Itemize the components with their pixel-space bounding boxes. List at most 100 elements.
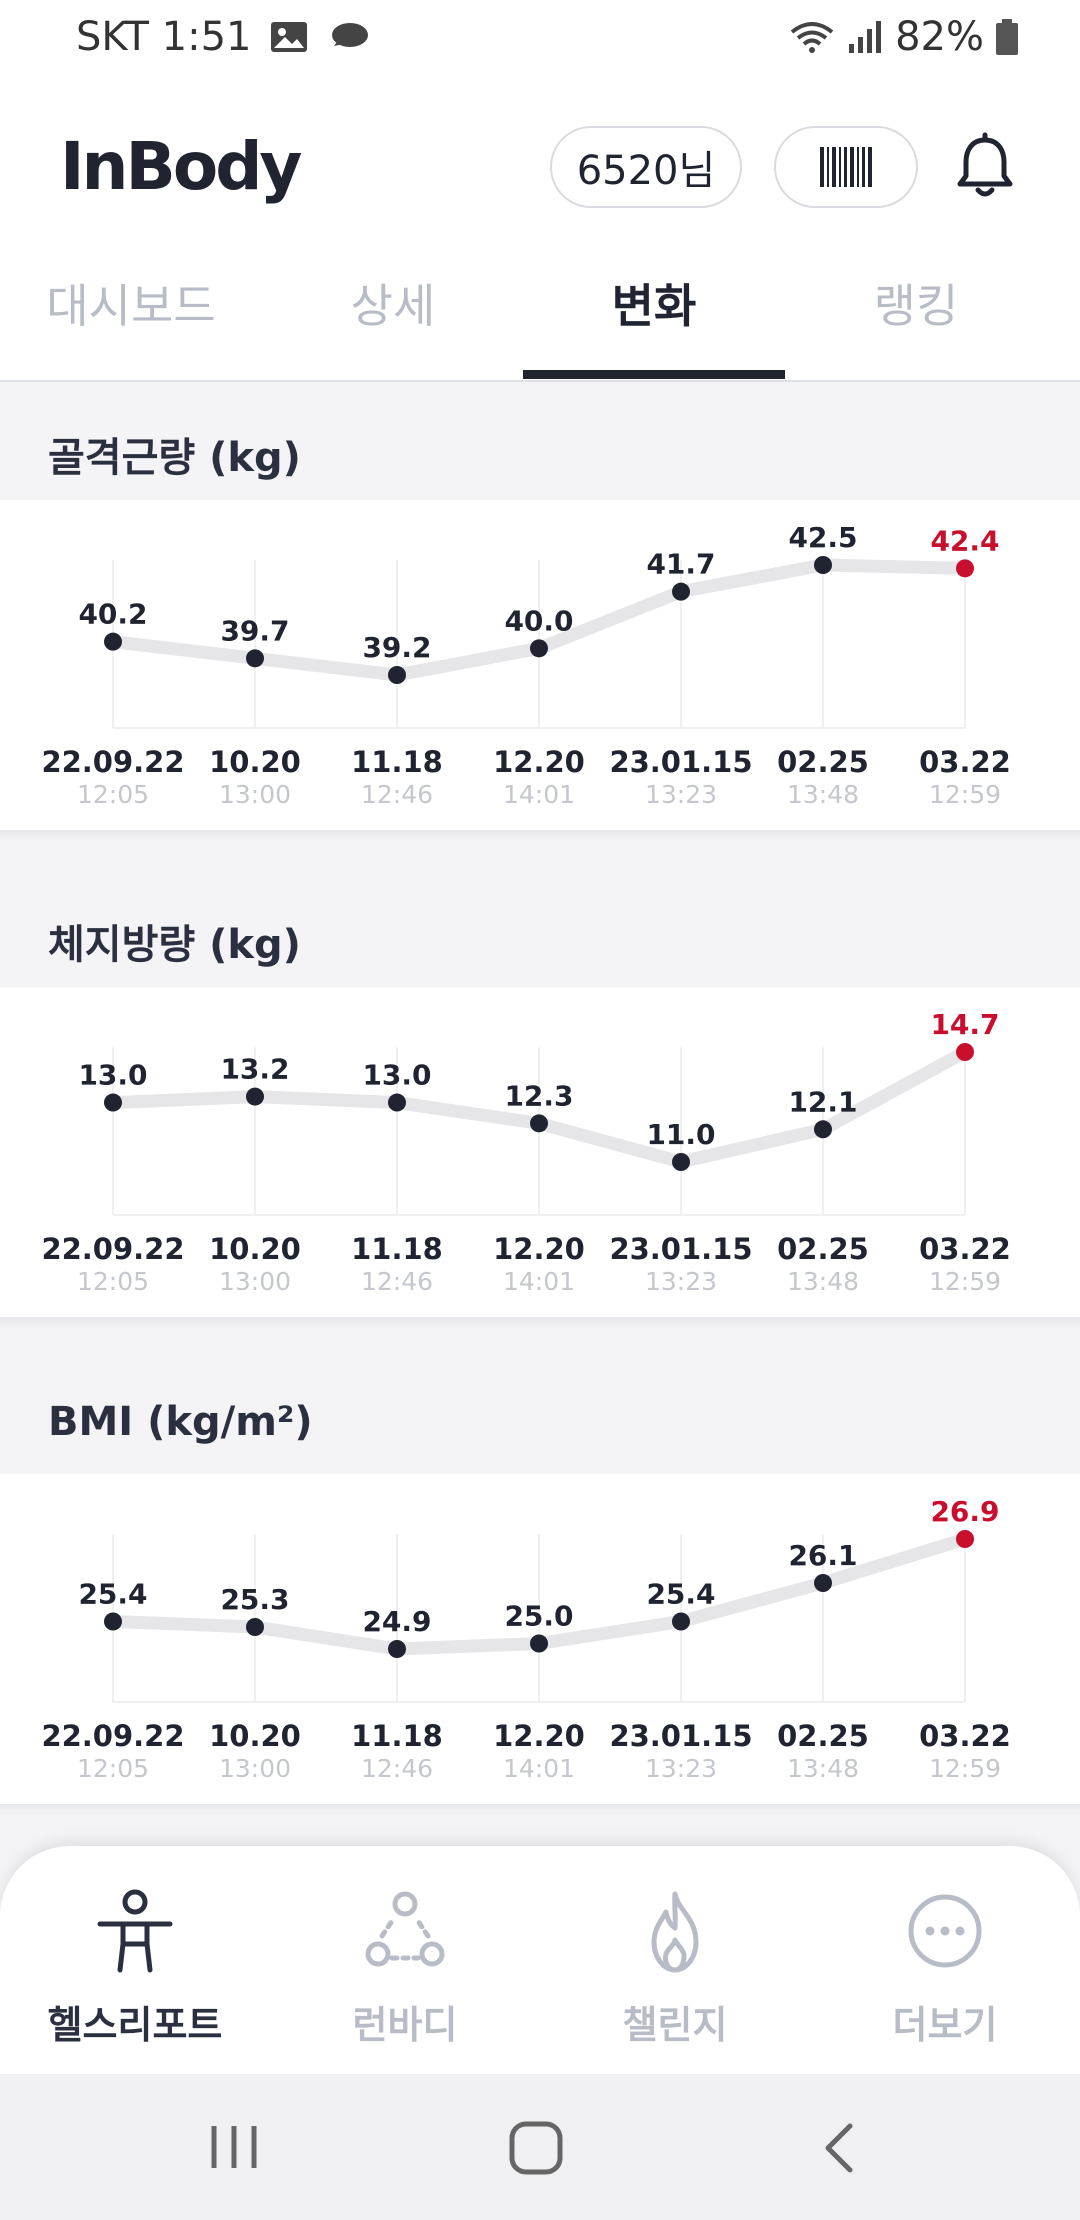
data-label: 13.0 [362, 1059, 431, 1092]
date-tick-label: 02.25 [777, 1719, 869, 1753]
data-point [530, 639, 548, 658]
data-label: 40.0 [504, 604, 573, 637]
wifi-icon [790, 22, 834, 53]
tab-dashboard[interactable]: 대시보드 [46, 279, 216, 333]
date-tick-label: 22.09.22 [41, 1232, 184, 1266]
nav-more[interactable]: 더보기 [810, 1886, 1080, 2049]
card-divider [0, 830, 1080, 842]
data-label: 42.5 [788, 521, 857, 554]
carrier-time: SKT 1:51 [76, 14, 252, 60]
more-icon [908, 1894, 982, 1968]
time-tick-label: 13:48 [787, 780, 859, 809]
time-tick-label: 13:23 [645, 780, 717, 809]
date-tick-label: 23.01.15 [609, 745, 752, 779]
data-point [530, 1114, 548, 1133]
date-tick-label: 12.20 [493, 1719, 585, 1753]
data-label: 26.9 [930, 1495, 999, 1528]
chart-card-fat: 13.0 13.2 13.0 12.3 11.0 12.1 14.7 22.09.22 12:0… [0, 987, 1080, 1317]
section-title-muscle: 골격근량 (kg) [48, 435, 301, 481]
time-tick-label: 14:01 [503, 1267, 575, 1296]
cloud-chat-icon [331, 23, 368, 47]
data-label: 39.7 [220, 614, 289, 647]
time-tick-label: 12:46 [361, 1754, 433, 1783]
date-tick-label: 10.20 [209, 1232, 301, 1266]
time-tick-label: 13:23 [645, 1754, 717, 1783]
date-tick-label: 12.20 [493, 745, 585, 779]
barcode-button[interactable] [774, 126, 918, 208]
nav-label: 챌린지 [622, 2003, 728, 2047]
tab-change[interactable]: 변화 [611, 279, 697, 333]
data-label: 25.0 [504, 1600, 573, 1633]
nav-label: 헬스리포트 [47, 2003, 223, 2047]
nav-label: 런바디 [352, 2003, 458, 2047]
data-point [814, 1120, 832, 1139]
bmi-chart: 25.4 25.3 24.9 25.0 25.4 26.1 26.9 22.09.2212:0… [41, 1495, 1010, 1783]
date-tick-label: 10.20 [209, 1719, 301, 1753]
data-label: 13.2 [220, 1053, 289, 1086]
latest-data-point [956, 559, 974, 578]
latest-data-point [956, 1530, 974, 1548]
status-left: SKT 1:51 [76, 14, 370, 60]
time-tick-label: 12:05 [77, 1754, 149, 1783]
data-label: 25.3 [220, 1583, 289, 1616]
battery-icon [996, 19, 1018, 55]
group-icon [365, 1891, 445, 1967]
data-point [672, 1612, 690, 1631]
data-point [104, 1612, 122, 1631]
date-tick-label: 12.20 [493, 1232, 585, 1266]
muscle-mass-chart: 40.2 39.7 39.2 40.0 41.7 42.5 42.4 22.09.2212:0… [41, 521, 1011, 809]
date-tick-label: 03.22 [919, 745, 1011, 779]
data-label: 11.0 [646, 1118, 715, 1151]
home-icon[interactable] [508, 2120, 564, 2176]
system-navigation-bar [0, 2074, 1080, 2220]
data-point [388, 666, 406, 684]
date-tick-label: 23.01.15 [609, 1719, 752, 1753]
time-tick-label: 12:05 [77, 780, 149, 809]
data-label: 42.4 [930, 524, 999, 557]
time-tick-label: 12:05 [77, 1267, 149, 1296]
time-tick-label: 12:46 [361, 780, 433, 809]
nav-label: 더보기 [892, 2003, 998, 2047]
data-point [246, 1087, 264, 1106]
data-point [246, 1618, 264, 1636]
body-fat-chart: 13.0 13.2 13.0 12.3 11.0 12.1 14.7 22.09.2212:0… [41, 1008, 1011, 1296]
data-label: 40.2 [78, 598, 147, 631]
status-bar: SKT 1:51 82% [0, 0, 1080, 80]
data-label: 41.7 [646, 548, 715, 581]
user-button[interactable]: 6520님 [550, 126, 742, 208]
data-label: 13.0 [78, 1059, 147, 1092]
back-icon[interactable] [818, 2120, 858, 2176]
date-tick-label: 03.22 [919, 1232, 1011, 1266]
data-label: 12.1 [788, 1085, 857, 1118]
barcode-icon [820, 147, 872, 187]
nav-runbody[interactable]: 런바디 [270, 1886, 540, 2049]
nav-health-report[interactable]: 헬스리포트 [0, 1886, 270, 2049]
time-tick-label: 13:00 [219, 1267, 291, 1296]
date-tick-label: 02.25 [777, 745, 869, 779]
inbody-logo: InBody [60, 128, 302, 205]
card-divider [0, 1317, 1080, 1329]
data-label: 26.1 [788, 1539, 857, 1572]
time-tick-label: 12:46 [361, 1267, 433, 1296]
date-tick-label: 02.25 [777, 1232, 869, 1266]
data-point [104, 632, 122, 651]
time-tick-label: 12:59 [929, 1754, 1001, 1783]
bell-icon[interactable] [950, 132, 1020, 202]
data-point [672, 582, 690, 601]
time-tick-label: 14:01 [503, 1754, 575, 1783]
app-header: InBody 6520님 [0, 80, 1080, 260]
tab-detail[interactable]: 상세 [350, 279, 436, 333]
data-point [246, 649, 264, 668]
image-icon [270, 22, 307, 52]
nav-challenge[interactable]: 챌린지 [540, 1886, 810, 2049]
tab-bar: 대시보드 상세 변화 랭킹 [0, 260, 1080, 382]
section-title-bmi: BMI (kg/m²) [48, 1399, 313, 1445]
data-label: 39.2 [362, 631, 431, 664]
recent-apps-icon[interactable] [204, 2122, 264, 2172]
date-tick-label: 11.18 [351, 745, 443, 779]
section-title-fat: 체지방량 (kg) [48, 922, 301, 968]
active-tab-indicator [523, 370, 785, 379]
time-tick-label: 12:59 [929, 1267, 1001, 1296]
tab-ranking[interactable]: 랭킹 [873, 279, 959, 333]
data-point [814, 556, 832, 574]
